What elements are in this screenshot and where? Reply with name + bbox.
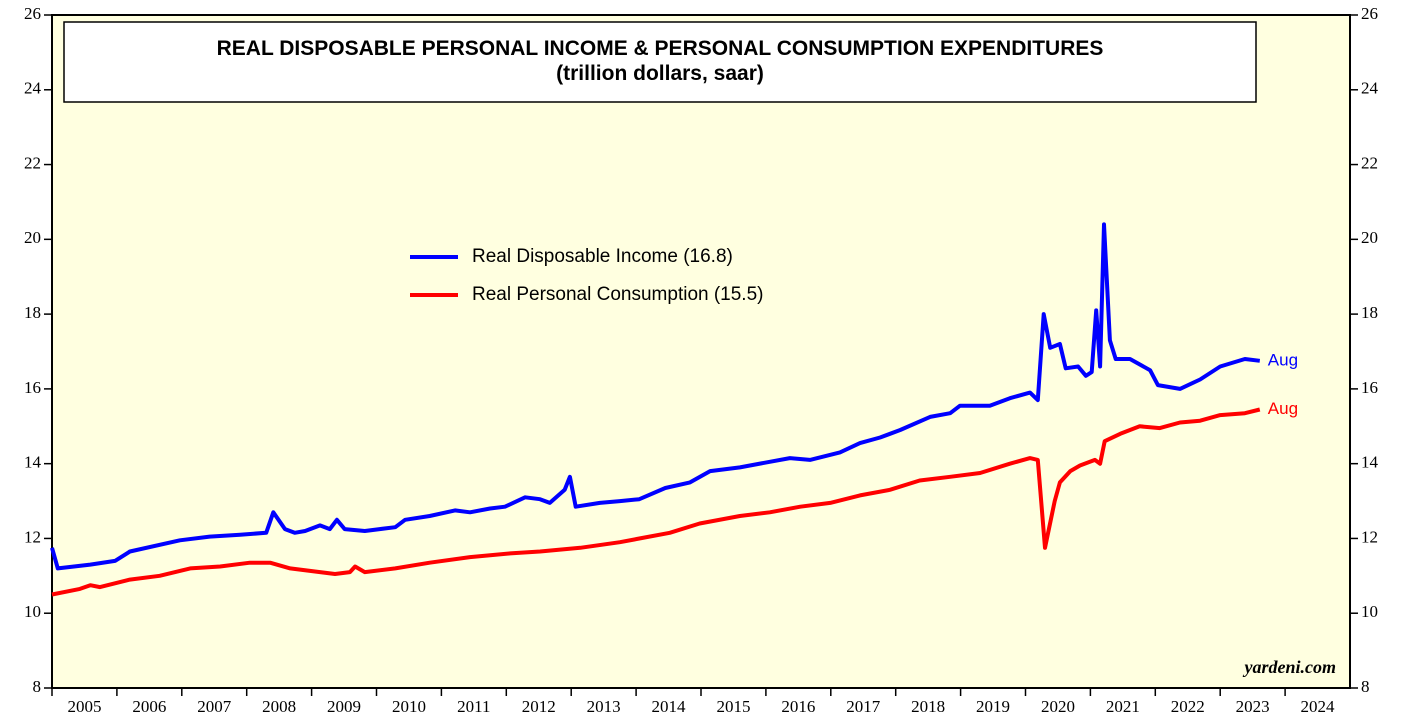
watermark: yardeni.com xyxy=(1243,657,1337,677)
end-label: Aug xyxy=(1268,350,1298,369)
chart-title: REAL DISPOSABLE PERSONAL INCOME & PERSON… xyxy=(217,37,1104,60)
plot-area xyxy=(51,14,1351,689)
x-tick-label: 2023 xyxy=(1236,697,1270,716)
x-tick-label: 2016 xyxy=(781,697,815,716)
data-line xyxy=(50,222,1261,571)
x-tick-label: 2012 xyxy=(522,697,556,716)
x-tick-label: 2018 xyxy=(911,697,945,716)
y2-tick-label: 14 xyxy=(1361,453,1379,472)
chart-subtitle: (trillion dollars, saar) xyxy=(556,62,764,85)
x-tick-label: 2010 xyxy=(392,697,426,716)
x-tick-label: 2022 xyxy=(1171,697,1205,716)
y-tick-label: 16 xyxy=(24,378,41,397)
y2-tick-label: 10 xyxy=(1361,602,1378,621)
x-tick-label: 2015 xyxy=(716,697,750,716)
legend-label: Real Personal Consumption (15.5) xyxy=(472,284,764,305)
end-label: Aug xyxy=(1268,399,1298,418)
data-line xyxy=(51,407,1261,597)
x-tick-label: 2014 xyxy=(652,697,687,716)
y-tick-label: 26 xyxy=(24,4,41,23)
y-tick-label: 10 xyxy=(24,602,41,621)
x-tick-label: 2011 xyxy=(457,697,490,716)
legend-label: Real Disposable Income (16.8) xyxy=(472,246,733,267)
y2-tick-label: 12 xyxy=(1361,527,1378,546)
y2-tick-label: 24 xyxy=(1361,79,1379,98)
y2-tick-label: 20 xyxy=(1361,228,1378,247)
x-tick-label: 2017 xyxy=(846,697,881,716)
x-tick-label: 2021 xyxy=(1106,697,1140,716)
y-tick-label: 12 xyxy=(24,527,41,546)
title-box xyxy=(63,21,1257,103)
y2-tick-label: 26 xyxy=(1361,4,1378,23)
x-tick-label: 2019 xyxy=(976,697,1010,716)
y-tick-label: 24 xyxy=(24,79,42,98)
y2-tick-label: 8 xyxy=(1361,677,1370,696)
x-tick-label: 2008 xyxy=(262,697,296,716)
y2-tick-label: 18 xyxy=(1361,303,1378,322)
x-tick-label: 2006 xyxy=(132,697,166,716)
y2-tick-label: 22 xyxy=(1361,153,1378,172)
x-tick-label: 2024 xyxy=(1301,697,1336,716)
y2-tick-label: 16 xyxy=(1361,378,1378,397)
y-tick-label: 14 xyxy=(24,453,42,472)
x-tick-label: 2013 xyxy=(587,697,621,716)
y-tick-label: 18 xyxy=(24,303,41,322)
x-tick-label: 2020 xyxy=(1041,697,1075,716)
x-tick-label: 2005 xyxy=(67,697,101,716)
y-tick-label: 20 xyxy=(24,228,41,247)
x-tick-label: 2009 xyxy=(327,697,361,716)
y-tick-label: 8 xyxy=(33,677,42,696)
x-tick-label: 2007 xyxy=(197,697,232,716)
y-tick-label: 22 xyxy=(24,153,41,172)
